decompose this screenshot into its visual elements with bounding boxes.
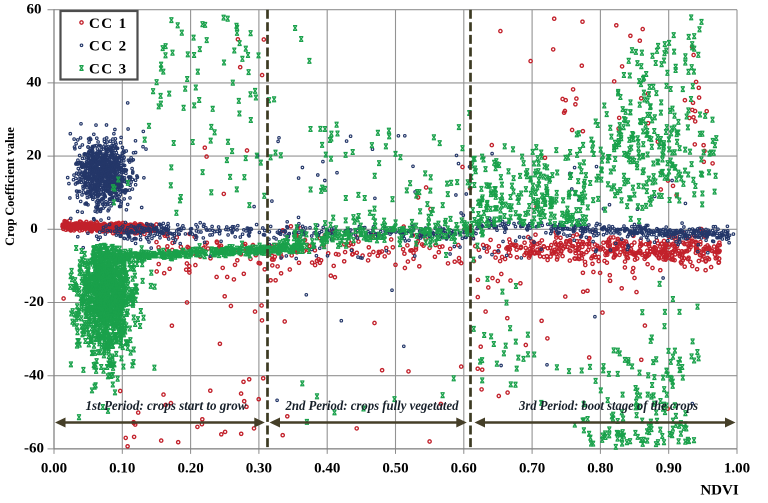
svg-text:20: 20 (27, 148, 42, 164)
svg-text:CC 3: CC 3 (89, 61, 128, 77)
svg-text:0.10: 0.10 (109, 461, 135, 477)
svg-text:-20: -20 (24, 294, 44, 310)
svg-text:CC 2: CC 2 (89, 39, 128, 55)
svg-text:0.30: 0.30 (246, 461, 272, 477)
svg-text:Crop Coefficient value: Crop Coefficient value (3, 127, 17, 246)
svg-text:CC 1: CC 1 (89, 16, 128, 32)
svg-text:0.50: 0.50 (382, 461, 408, 477)
svg-text:-60: -60 (24, 441, 44, 457)
svg-text:40: 40 (27, 75, 42, 91)
svg-text:1.00: 1.00 (724, 461, 750, 477)
svg-text:0.70: 0.70 (519, 461, 545, 477)
svg-text:1st Period: crops start to gro: 1st Period: crops start to grow (86, 399, 248, 414)
svg-text:60: 60 (27, 1, 42, 17)
svg-text:0.40: 0.40 (314, 461, 340, 477)
svg-text:0.60: 0.60 (451, 461, 477, 477)
svg-text:-40: -40 (24, 367, 44, 383)
svg-text:0.00: 0.00 (41, 461, 67, 477)
svg-text:2nd Period: crops fully vegeta: 2nd Period: crops fully vegetated (285, 399, 460, 414)
svg-text:0: 0 (30, 221, 38, 237)
svg-text:0.20: 0.20 (177, 461, 203, 477)
svg-text:0.80: 0.80 (587, 461, 613, 477)
svg-text:3rd Period: boot stage of the: 3rd Period: boot stage of the crops (518, 399, 698, 414)
svg-text:NDVI: NDVI (700, 483, 738, 499)
svg-text:0.90: 0.90 (656, 461, 682, 477)
